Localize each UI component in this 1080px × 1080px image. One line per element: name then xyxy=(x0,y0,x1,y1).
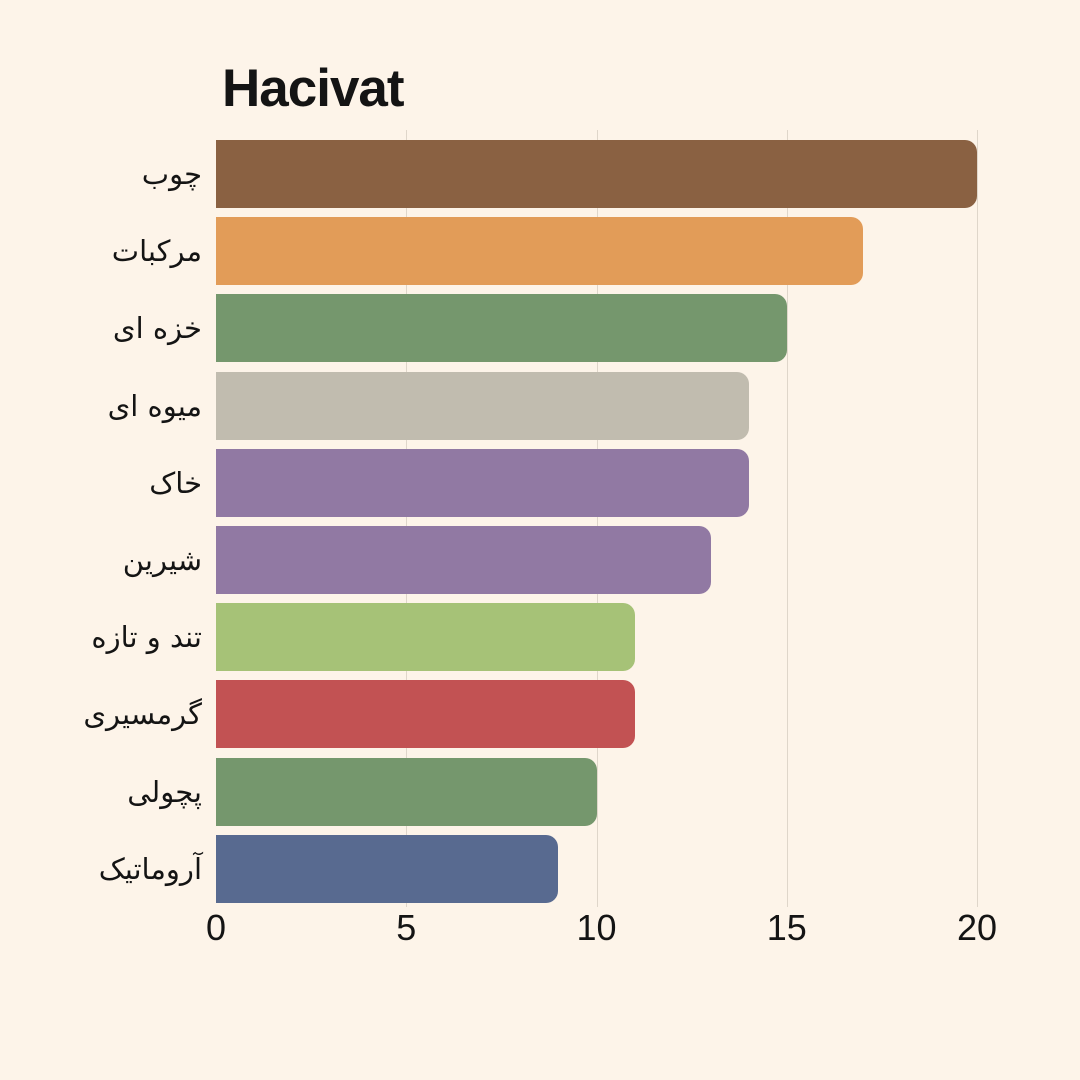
bar-5 xyxy=(216,526,711,594)
y-label-5: شیرین xyxy=(122,543,202,577)
bar-6 xyxy=(216,603,635,672)
gridline-20 xyxy=(977,130,978,907)
bar-7 xyxy=(216,680,635,749)
y-axis-labels: چوب مرکبات خزه ای میوه ای خاک شیرین تند و تازه… xyxy=(0,140,202,903)
x-tick-label-0: 0 xyxy=(205,907,227,948)
gridline-5 xyxy=(406,130,408,907)
gridline-15 xyxy=(786,130,788,907)
bar-3 xyxy=(216,371,749,440)
y-label-4: خاک xyxy=(149,465,202,500)
bar-0 xyxy=(216,140,977,208)
bar-4 xyxy=(216,448,749,517)
gridline-10 xyxy=(596,130,598,907)
bar-2 xyxy=(216,294,787,363)
plot-area xyxy=(216,130,978,907)
bar-9 xyxy=(216,834,559,903)
y-label-7: گرمسیری xyxy=(83,697,202,732)
y-label-9: آروماتیک xyxy=(98,851,202,886)
x-tick-label-5: 5 xyxy=(396,907,417,948)
y-label-0: چوب xyxy=(141,157,202,191)
y-label-6: تند و تازه xyxy=(91,620,202,655)
x-tick-label-15: 15 xyxy=(766,907,807,948)
y-label-8: پچولی xyxy=(127,774,202,809)
bar-1 xyxy=(216,217,863,286)
y-label-2: خزه ای xyxy=(112,311,202,346)
x-axis-tick-labels: 0 5 10 15 20 xyxy=(206,907,997,952)
x-tick-label-10: 10 xyxy=(576,907,617,948)
bar-8 xyxy=(216,757,597,826)
y-label-3: میوه ای xyxy=(107,388,202,423)
chart-title: Hacivat xyxy=(222,59,405,118)
y-label-1: مرکبات xyxy=(111,234,202,269)
x-tick-label-20: 20 xyxy=(956,907,998,948)
